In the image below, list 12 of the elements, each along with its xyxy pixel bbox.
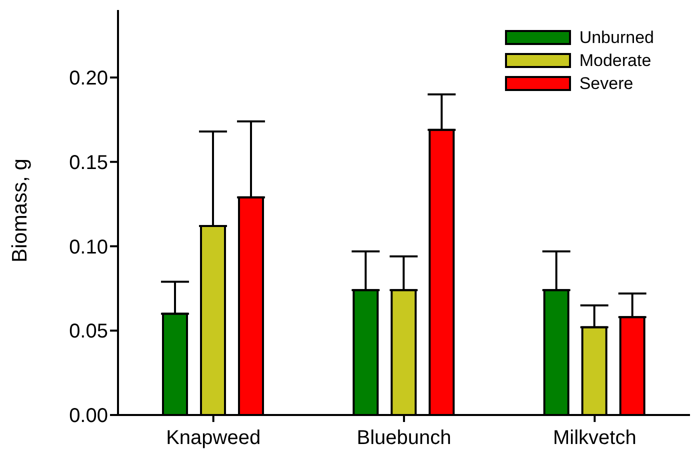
y-tick-label: 0.10 — [69, 236, 108, 258]
legend-label: Unburned — [579, 28, 654, 48]
y-tick-label: 0.15 — [69, 152, 108, 174]
legend-label: Severe — [579, 74, 634, 94]
x-tick-label: Knapweed — [166, 427, 261, 450]
legend-label: Moderate — [579, 50, 652, 70]
y-axis-title: Biomass, g — [8, 158, 32, 262]
x-tick-label: Milkvetch — [552, 427, 636, 450]
x-tick-label: Bluebunch — [356, 427, 452, 450]
y-tick-label: 0.20 — [69, 68, 108, 90]
y-tick-label: 0.05 — [69, 320, 108, 343]
y-tick-label: 0.00 — [69, 405, 108, 428]
